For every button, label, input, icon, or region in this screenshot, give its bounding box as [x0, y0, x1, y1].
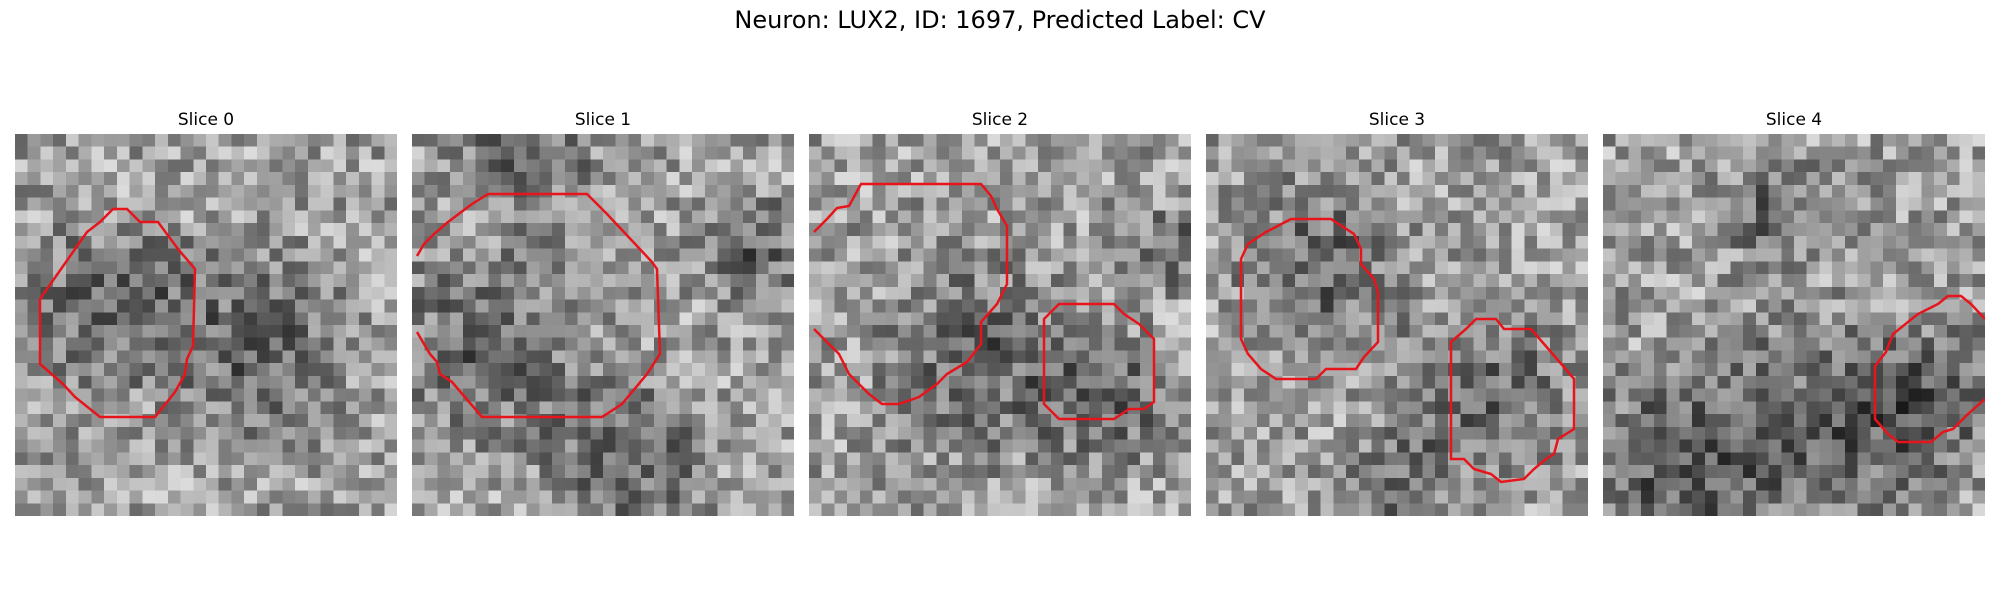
noise-pixels — [15, 134, 397, 516]
neuron-contour — [1239, 217, 1380, 381]
slice-title-4: Slice 4 — [1765, 110, 1823, 130]
slice-image-0 — [15, 134, 397, 516]
neuron-contour — [1873, 294, 1985, 444]
slice-title-0: Slice 0 — [177, 110, 235, 130]
slice-panel-4: Slice 4 — [1603, 106, 1985, 516]
slice-title-1: Slice 1 — [574, 110, 632, 130]
slice-image-1 — [412, 134, 794, 516]
neuron-contour — [415, 192, 662, 419]
slice-panel-2: Slice 2 — [809, 106, 1191, 516]
slice-panel-1: Slice 1 — [412, 106, 794, 516]
neuron-contour — [38, 207, 197, 419]
neuron-contour — [813, 182, 1009, 406]
neuron-contour — [1042, 302, 1156, 421]
slice-title-3: Slice 3 — [1368, 110, 1426, 130]
slice-panels: Slice 0 Slice 1 Slice 2 Slice 3 Slice 4 — [15, 106, 1985, 528]
figure-title: Neuron: LUX2, ID: 1697, Predicted Label:… — [734, 6, 1266, 34]
slice-image-2 — [809, 134, 1191, 516]
slice-panel-3: Slice 3 — [1206, 106, 1588, 516]
neuron-contour — [1449, 317, 1576, 484]
noise-pixels — [412, 134, 794, 516]
slice-title-2: Slice 2 — [971, 110, 1029, 130]
noise-pixels — [1206, 134, 1588, 516]
slice-panel-0: Slice 0 — [15, 106, 397, 516]
slice-image-4 — [1603, 134, 1985, 516]
noise-pixels — [1603, 134, 1985, 516]
noise-pixels — [809, 134, 1191, 516]
slice-image-3 — [1206, 134, 1588, 516]
